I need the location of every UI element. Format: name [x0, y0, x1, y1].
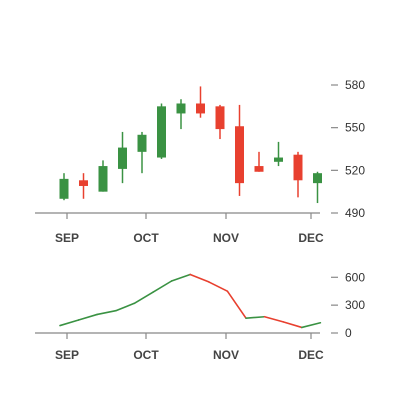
candle — [79, 173, 88, 199]
candle-body — [196, 103, 205, 114]
candle — [196, 86, 205, 118]
line-segment — [170, 273, 191, 282]
x-tick-label: OCT — [133, 231, 159, 245]
candle — [313, 171, 322, 204]
line-segment — [300, 321, 322, 329]
candle — [215, 104, 225, 140]
line-segment — [263, 315, 285, 323]
candle — [137, 131, 147, 174]
line-panel: SEP OCT NOV DEC 0 300 600 — [35, 270, 365, 362]
line-segment — [245, 315, 266, 319]
y-tick-label: 490 — [345, 206, 365, 220]
y-tick-label: 300 — [345, 298, 365, 312]
candle-body — [215, 106, 225, 130]
x-tick-label: DEC — [298, 348, 324, 362]
candle-body — [176, 103, 186, 114]
candle-body — [118, 147, 127, 169]
candlestick-panel: SEP OCT NOV DEC 490 520 550 580 — [35, 78, 365, 245]
candle-body — [254, 166, 264, 172]
line-segment — [282, 321, 303, 329]
line-segment — [77, 313, 98, 321]
candle-body — [293, 154, 303, 181]
line-segment — [96, 309, 117, 316]
candle — [157, 103, 166, 159]
x-tick-label: NOV — [213, 231, 239, 245]
candle — [176, 99, 186, 130]
candle — [235, 104, 244, 196]
candle-body — [59, 178, 69, 199]
line-segment — [208, 281, 229, 293]
candle-body — [274, 157, 283, 162]
x-tick-label: DEC — [298, 231, 324, 245]
candle-body — [157, 106, 166, 158]
candle — [274, 141, 283, 167]
line-segment — [152, 280, 173, 293]
candle — [293, 151, 303, 198]
line-segment — [189, 273, 210, 283]
x-tick-label: NOV — [213, 348, 239, 362]
candle-body — [137, 134, 147, 152]
candle — [59, 173, 69, 201]
line-segment — [115, 302, 136, 312]
y-tick-label: 600 — [345, 270, 365, 284]
candle — [118, 131, 127, 184]
y-tick-label: 580 — [345, 78, 365, 92]
x-tick-label: SEP — [55, 348, 79, 362]
y-tick-label: 0 — [345, 326, 352, 340]
line-segment — [133, 291, 154, 305]
x-tick-label: SEP — [55, 231, 79, 245]
candle-body — [235, 126, 244, 184]
y-tick-label: 550 — [345, 121, 365, 135]
line-segment — [59, 319, 80, 327]
y-tick-label: 520 — [345, 163, 365, 177]
x-tick-label: OCT — [133, 348, 159, 362]
line-segment — [226, 290, 247, 319]
candle — [254, 151, 264, 172]
candle — [98, 160, 108, 192]
candle-body — [313, 173, 322, 184]
candle-body — [98, 166, 108, 192]
candle-body — [79, 180, 88, 186]
